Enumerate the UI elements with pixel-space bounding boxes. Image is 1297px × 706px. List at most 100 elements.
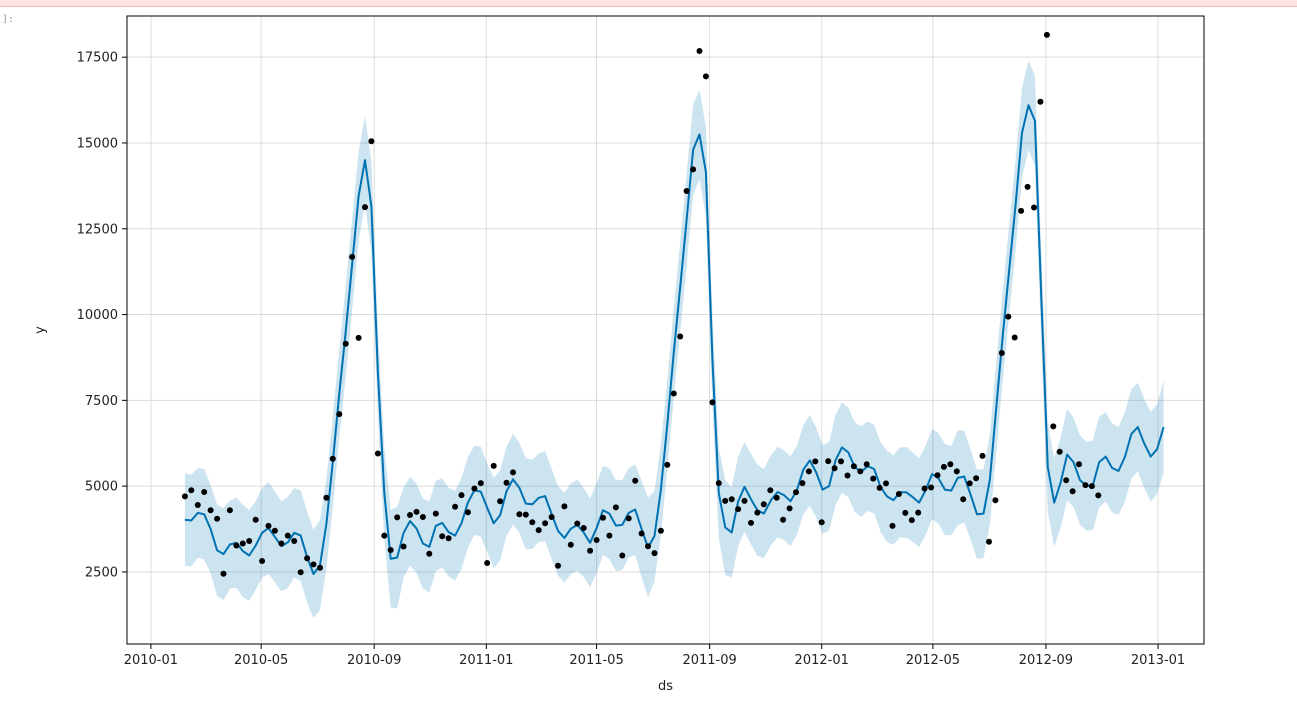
observed-point	[1031, 204, 1037, 211]
observed-point	[1082, 482, 1089, 489]
observed-point	[1011, 334, 1018, 341]
observed-point	[979, 452, 986, 459]
x-tick-label: 2011-09	[682, 653, 736, 668]
observed-point	[696, 48, 703, 54]
observed-point	[323, 494, 330, 501]
x-axis-label: ds	[658, 679, 673, 694]
observed-point	[760, 501, 767, 508]
observed-point	[265, 522, 272, 529]
observed-point	[998, 350, 1005, 356]
observed-point	[1056, 448, 1063, 455]
observed-point	[362, 204, 368, 211]
observed-point	[419, 514, 426, 520]
observed-point	[297, 569, 304, 576]
observed-point	[188, 487, 195, 494]
y-tick-label: 15000	[77, 136, 118, 151]
observed-point	[445, 535, 452, 542]
observed-point	[767, 487, 774, 494]
x-tick-label: 2010-01	[124, 653, 178, 668]
y-tick-label: 5000	[85, 480, 118, 495]
observed-point	[490, 462, 497, 469]
observed-point	[928, 484, 935, 491]
observed-point	[902, 509, 909, 516]
observed-point	[1050, 423, 1057, 430]
observed-point	[329, 455, 336, 462]
observed-point	[226, 507, 233, 514]
observed-point	[317, 564, 323, 571]
observed-point	[503, 479, 510, 486]
observed-point	[439, 533, 446, 540]
x-tick-label: 2011-05	[569, 653, 623, 668]
observed-point	[580, 525, 587, 531]
observed-point	[1069, 488, 1076, 495]
y-tick-label: 2500	[85, 565, 118, 580]
observed-point	[220, 570, 227, 577]
cell-prompt: ]:	[2, 14, 15, 25]
observed-point	[522, 511, 529, 518]
observed-point	[606, 532, 613, 539]
y-axis-label: y	[33, 326, 48, 334]
observed-point	[612, 504, 619, 511]
observed-point	[516, 511, 523, 518]
observed-point	[394, 514, 401, 521]
observed-point	[432, 510, 439, 517]
observed-point	[844, 472, 851, 479]
observed-point	[284, 532, 291, 539]
observed-point	[702, 73, 709, 80]
observed-point	[645, 543, 651, 550]
observed-point	[374, 450, 381, 457]
observed-point	[259, 558, 266, 564]
observed-point	[529, 519, 536, 526]
observed-point	[567, 541, 574, 548]
observed-point	[246, 538, 253, 544]
observed-point	[805, 468, 812, 475]
observed-point	[825, 458, 832, 465]
observed-point	[407, 512, 413, 518]
y-tick-label: 17500	[77, 51, 118, 66]
grid-lines	[127, 16, 1204, 644]
observed-point	[600, 514, 606, 521]
y-tick-label: 12500	[77, 222, 118, 237]
observed-point	[664, 461, 671, 468]
observed-point	[748, 519, 754, 526]
observed-point	[233, 542, 240, 549]
observed-point	[574, 520, 581, 527]
observed-point	[986, 538, 992, 545]
observed-point	[728, 496, 735, 503]
observed-point	[310, 561, 317, 568]
observed-point	[908, 517, 915, 524]
observed-point	[1076, 461, 1082, 468]
observed-point	[587, 547, 594, 554]
observed-point	[593, 537, 600, 543]
observed-point	[677, 333, 684, 340]
forecast-line-layer	[184, 104, 1165, 575]
observed-point	[683, 188, 690, 194]
observed-point	[722, 497, 729, 504]
observed-point	[1063, 477, 1070, 484]
observed-point	[876, 484, 883, 491]
observed-point	[336, 411, 343, 418]
observed-point	[484, 560, 491, 566]
observed-point	[555, 562, 561, 569]
observed-point	[342, 340, 349, 347]
observed-point	[1005, 313, 1012, 320]
observed-point	[735, 506, 742, 513]
observed-point	[271, 527, 278, 534]
x-tick-label: 2012-05	[906, 653, 960, 668]
observed-point	[947, 461, 954, 468]
observed-point	[304, 555, 311, 562]
observed-point	[780, 516, 787, 523]
observed-point	[857, 468, 864, 475]
observed-point	[973, 475, 980, 482]
observed-point	[426, 550, 433, 557]
observed-point	[940, 463, 947, 470]
observed-point	[1095, 492, 1102, 499]
observed-point	[818, 519, 825, 526]
observed-point	[368, 138, 375, 145]
observed-point	[477, 480, 484, 487]
observed-point	[278, 540, 285, 547]
observed-point	[754, 509, 761, 516]
observed-point	[1018, 207, 1025, 214]
observed-point	[786, 505, 793, 512]
